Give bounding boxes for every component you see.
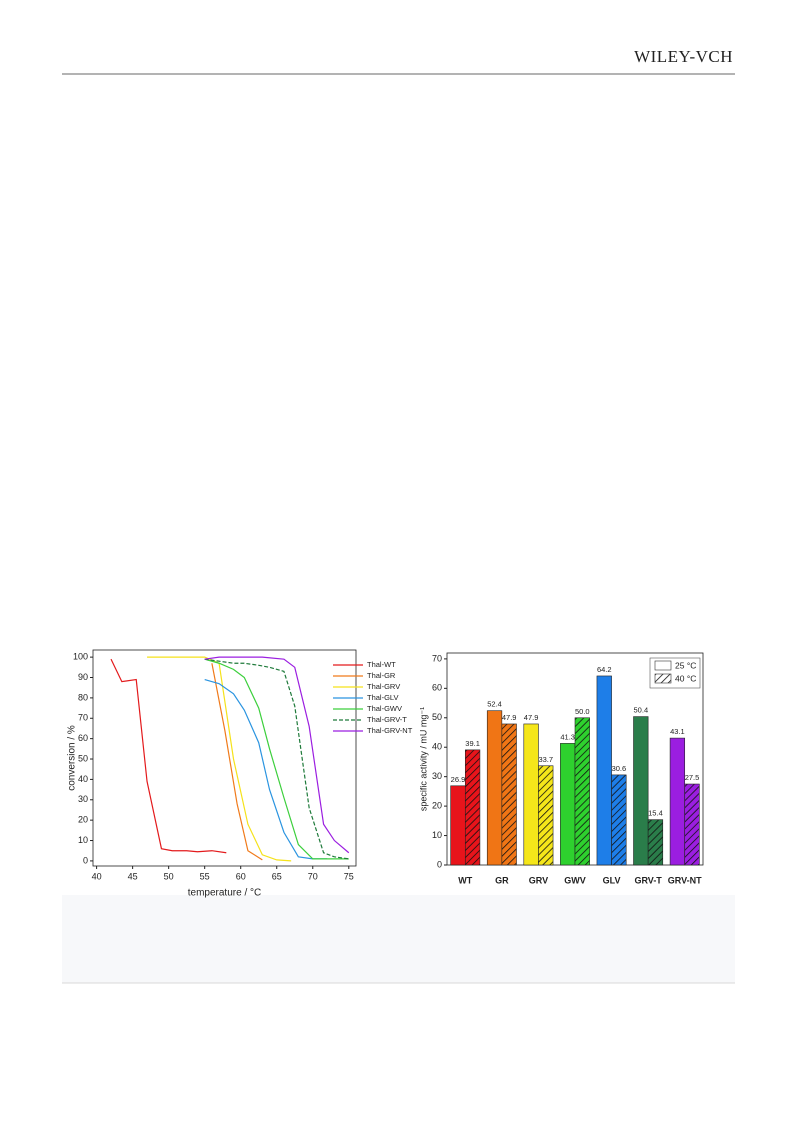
bar [486,710,503,866]
x-tick-label: 50 [164,871,174,881]
x-tick-label: 75 [344,871,354,881]
bar [611,774,627,866]
x-tick-label: 65 [272,871,282,881]
y-tick-label: 0 [83,855,88,865]
y-axis-label: conversion / % [67,725,78,791]
y-tick-label: 60 [78,733,88,743]
y-tick-label: 40 [78,774,88,784]
series-line [211,663,263,861]
value-label: 43.1 [670,727,685,736]
x-tick-label: GWV [564,875,586,885]
caption-panel [62,895,735,983]
y-tick-label: 30 [78,794,88,804]
y-tick-label: 100 [73,652,88,662]
y-tick-label: 90 [78,672,88,682]
value-label: 15.4 [648,809,663,818]
series-line [204,678,328,860]
bar [647,819,664,866]
x-tick-label: 60 [236,871,246,881]
x-tick-label: 70 [308,871,318,881]
y-axis-label: specific activity / mU mg⁻¹ [418,707,428,811]
value-label: 47.9 [524,713,539,722]
bar [538,765,554,866]
legend-swatch [654,660,672,671]
bar [574,717,590,866]
x-tick-label: GRV-NT [668,875,702,885]
bar [684,783,700,866]
bar [560,743,576,866]
series-line [147,656,292,862]
value-label: 47.9 [502,713,517,722]
series-line [204,658,349,860]
legend-label: Thal-GRV-NT [367,726,413,735]
value-label: 41.3 [560,732,575,741]
legend-label: 25 °C [675,660,696,670]
legend-label: Thal-GRV [367,682,400,691]
y-tick-label: 10 [78,835,88,845]
value-label: 33.7 [538,755,553,764]
bar [523,723,539,866]
bar [450,785,466,866]
y-tick-label: 50 [432,712,442,722]
y-tick-label: 20 [432,800,442,810]
bar [633,716,649,866]
y-tick-label: 70 [432,653,442,663]
value-label: 52.4 [487,700,502,709]
bar [464,749,481,866]
series-line [204,658,349,860]
value-label: 39.1 [465,739,480,748]
value-label: 26.9 [451,775,466,784]
y-tick-label: 50 [78,753,88,763]
legend-label: 40 °C [675,673,696,683]
y-tick-label: 40 [432,742,442,752]
x-axis-label: temperature / °C [188,888,261,899]
bar [669,737,686,866]
publisher: WILEY-VCH [634,47,733,66]
legend-swatch [654,673,672,684]
value-label: 64.2 [597,665,612,674]
y-tick-label: 0 [437,859,442,869]
x-tick-label: 45 [128,871,138,881]
x-tick-label: GLV [603,875,621,885]
series-line [110,658,227,854]
x-tick-label: GRV [529,875,548,885]
legend-label: Thal-GLV [367,693,399,702]
y-tick-label: 20 [78,815,88,825]
x-tick-label: 55 [200,871,210,881]
value-label: 30.6 [612,764,627,773]
bar [501,723,517,866]
y-tick-label: 30 [432,771,442,781]
x-tick-label: GR [495,875,509,885]
x-tick-label: 40 [92,871,102,881]
legend-label: Thal-GR [367,671,396,680]
x-tick-label: GRV-T [634,875,662,885]
series-line [204,656,350,854]
y-tick-label: 60 [432,683,442,693]
plot-frame [92,649,357,867]
y-tick-label: 70 [78,713,88,723]
y-tick-label: 80 [78,692,88,702]
bar [596,675,612,866]
value-label: 50.0 [575,707,590,716]
legend-label: Thal-WT [367,660,396,669]
value-label: 50.4 [634,706,649,715]
legend-label: Thal-GWV [367,704,402,713]
y-tick-label: 10 [432,830,442,840]
legend-label: Thal-GRV-T [367,715,407,724]
x-tick-label: WT [458,875,472,885]
value-label: 27.5 [685,773,700,782]
